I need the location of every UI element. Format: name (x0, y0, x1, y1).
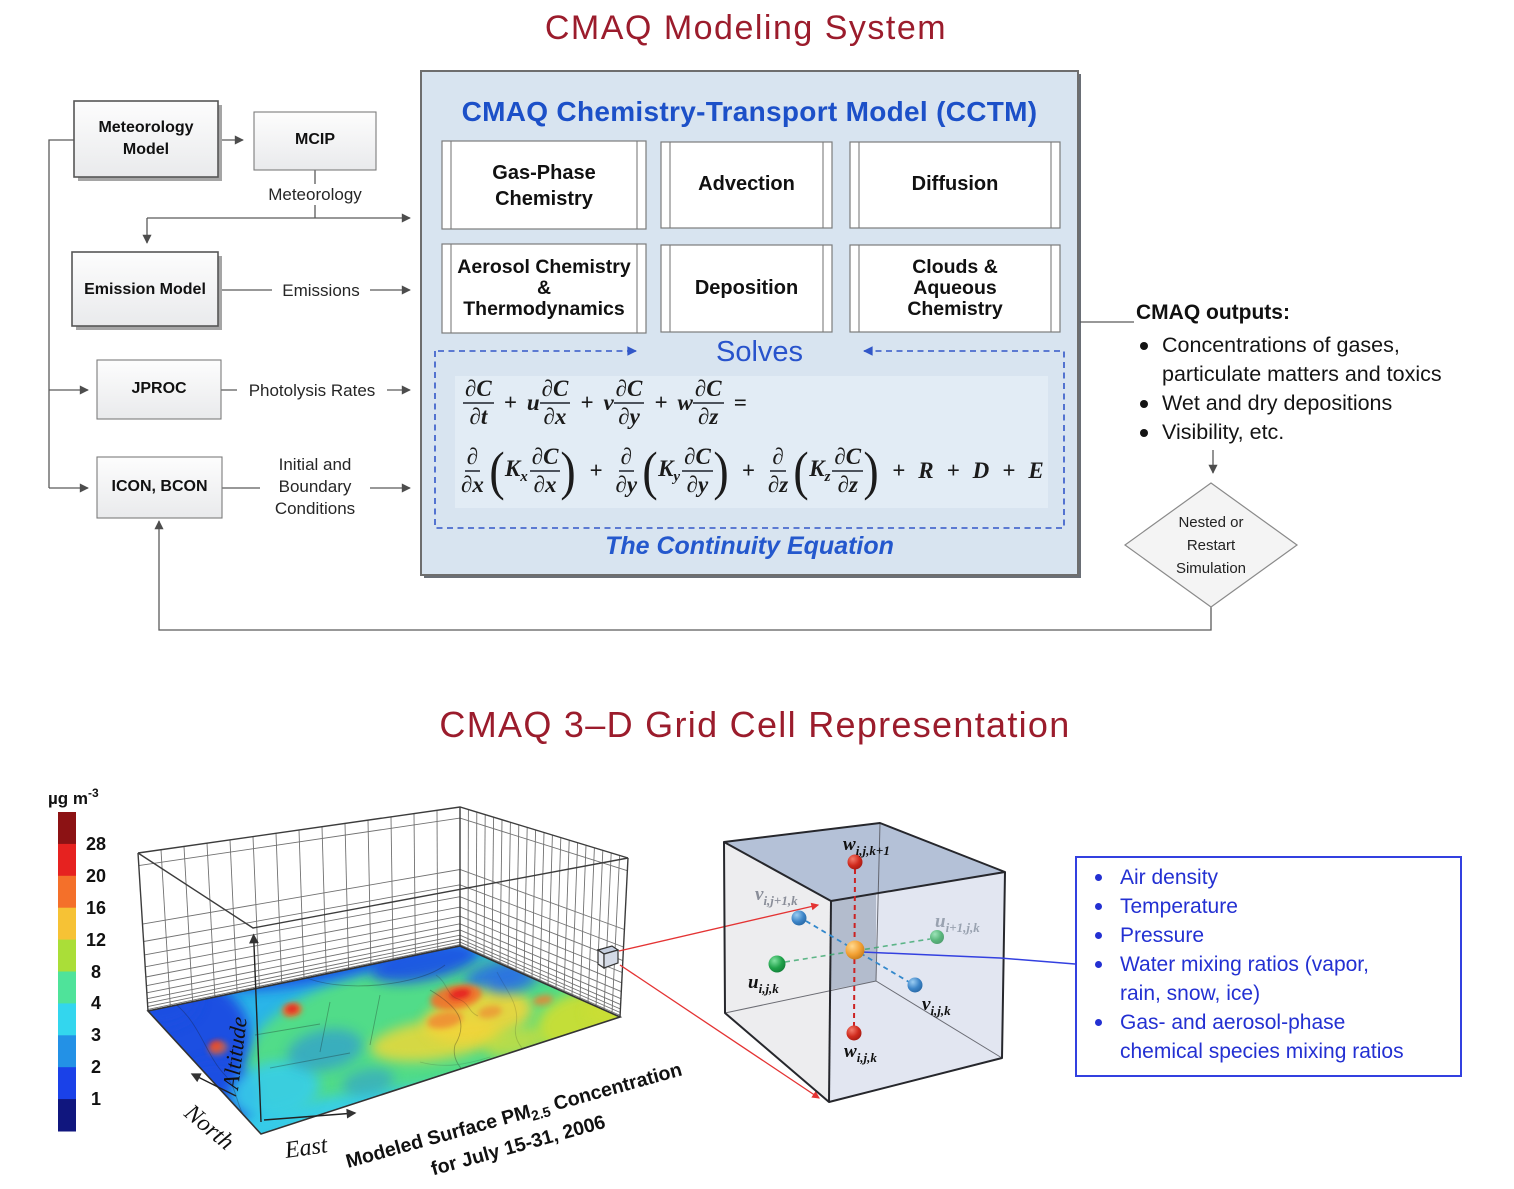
svg-text:28: 28 (86, 834, 106, 854)
svg-text:16: 16 (86, 898, 106, 918)
svg-text:East: East (282, 1132, 330, 1164)
svg-text:8: 8 (91, 962, 101, 982)
svg-text:2: 2 (91, 1057, 101, 1077)
svg-text:20: 20 (86, 866, 106, 886)
svg-text:12: 12 (86, 930, 106, 950)
svg-text:3: 3 (91, 1025, 101, 1045)
svg-text:µg m-3: µg m-3 (48, 786, 99, 808)
svg-text:4: 4 (91, 993, 101, 1013)
svg-text:1: 1 (91, 1089, 101, 1109)
svg-text:North: North (178, 1099, 238, 1156)
